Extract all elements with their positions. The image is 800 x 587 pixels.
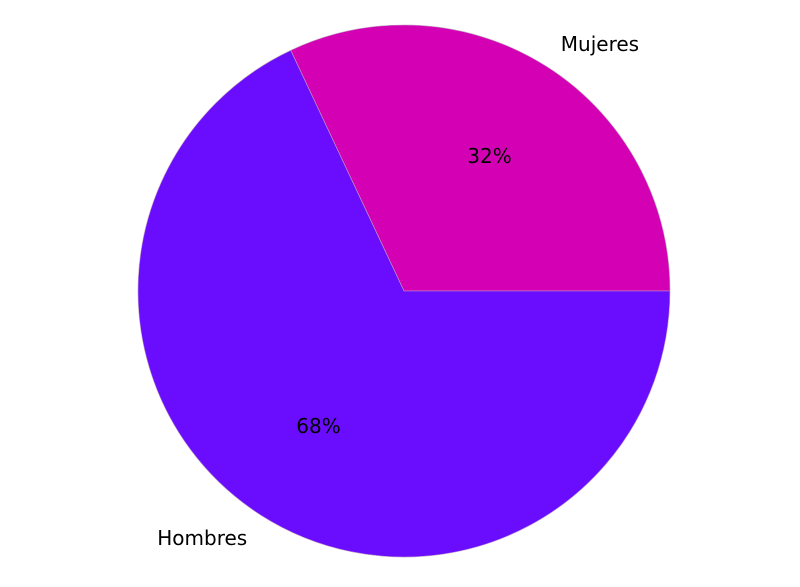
- slice-label: Mujeres: [561, 32, 639, 56]
- pie-slice-hombres: [137, 49, 671, 558]
- slice-label: Hombres: [157, 526, 247, 550]
- pie-slice-mujeres: [290, 24, 671, 292]
- slice-percent-label: 68%: [296, 414, 340, 438]
- slice-percent-label: 32%: [467, 144, 511, 168]
